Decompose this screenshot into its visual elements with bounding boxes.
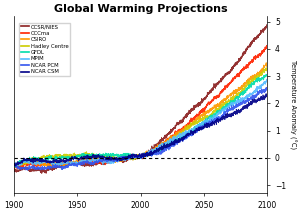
Y-axis label: Temperature Anomaly (°C): Temperature Anomaly (°C) (289, 60, 296, 149)
Title: Global Warming Projections: Global Warming Projections (54, 4, 227, 14)
Legend: CCSR/NIES, CCCma, CSIRO, Hadley Centre, GFDL, MPIM, NCAR PCM, NCAR CSM: CCSR/NIES, CCCma, CSIRO, Hadley Centre, … (19, 22, 70, 76)
